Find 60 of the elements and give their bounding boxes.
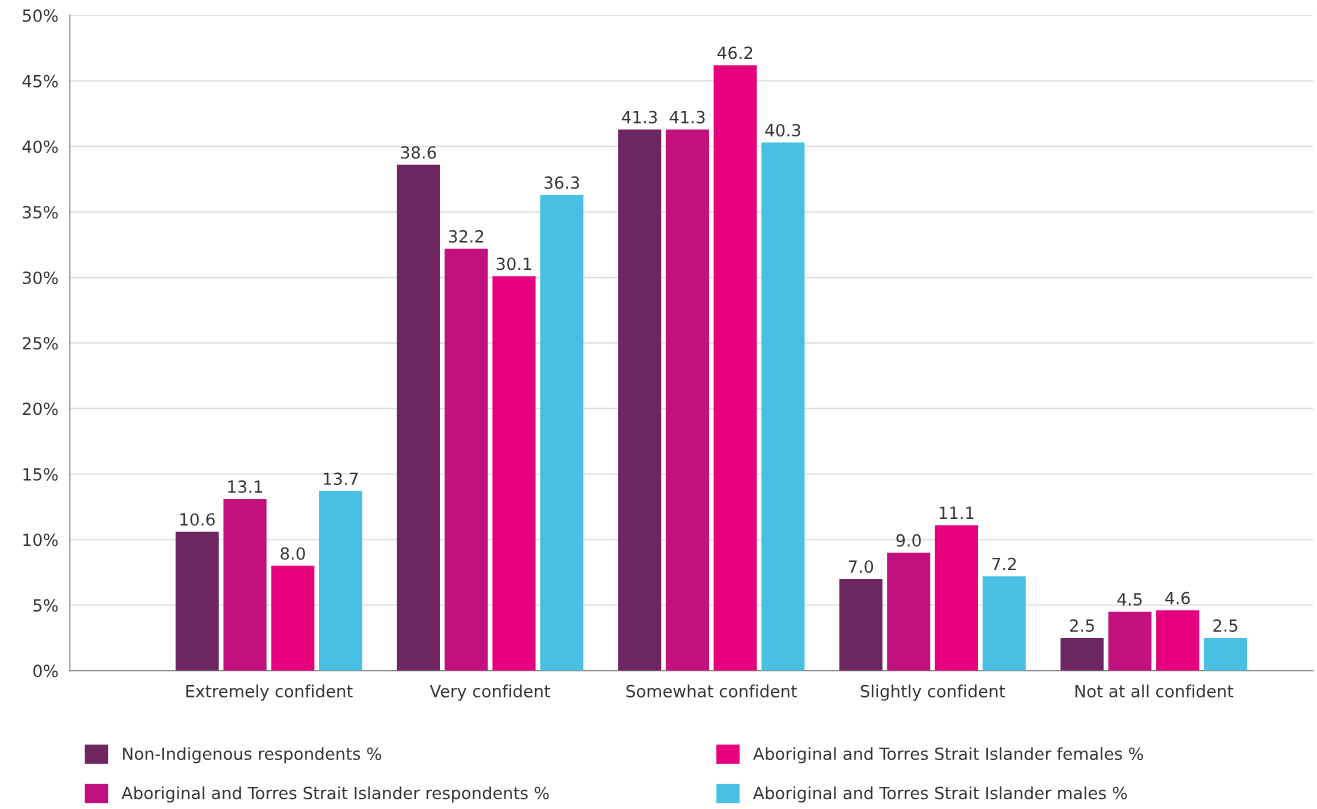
y-tick-label: 50% — [22, 9, 58, 22]
x-tick-label: Extremely confident — [186, 684, 353, 701]
data-label: 10.6 — [180, 513, 215, 526]
bar — [1203, 637, 1248, 671]
data-label: 7.2 — [992, 557, 1016, 571]
bar — [1156, 610, 1200, 671]
bar — [761, 142, 805, 671]
bar — [618, 129, 662, 671]
x-tick-label: Slightly confident — [860, 684, 1005, 701]
bar — [396, 164, 441, 671]
data-label: 7.0 — [848, 560, 874, 573]
x-tick-label: Very confident — [429, 684, 551, 701]
bar — [887, 552, 931, 671]
y-tick-label: 30% — [22, 271, 58, 285]
bar — [223, 498, 267, 671]
legend-label: Non-Indigenous respondents % — [123, 747, 382, 764]
data-label: 41.3 — [621, 110, 657, 124]
data-label: 32.2 — [448, 230, 484, 243]
legend-label: Aboriginal and Torres Strait Islander respondents % — [121, 786, 549, 803]
data-label: 13.1 — [228, 480, 263, 493]
bar — [444, 248, 488, 671]
y-tick-label: 10% — [23, 533, 58, 547]
y-tick-label: 20% — [22, 402, 58, 416]
data-label: 4.5 — [1117, 593, 1142, 606]
data-label: 41.3 — [669, 110, 705, 124]
bar — [175, 531, 219, 671]
bar — [665, 129, 710, 671]
bar — [492, 276, 536, 671]
data-label: 2.5 — [1070, 619, 1094, 632]
data-label: 9.0 — [896, 534, 921, 547]
x-tick-label: Somewhat confident — [626, 684, 797, 698]
data-label: 38.6 — [401, 146, 436, 159]
bar — [934, 525, 979, 671]
y-tick-label: 0% — [33, 664, 58, 678]
data-label: 8.0 — [280, 547, 305, 560]
x-tick-label: Not at all confident — [1075, 684, 1234, 698]
data-label: 30.1 — [496, 257, 532, 271]
data-label: 40.3 — [765, 123, 801, 137]
data-label: 46.2 — [717, 46, 753, 60]
bar — [839, 578, 883, 671]
y-tick-label: 5% — [33, 599, 58, 612]
data-label: 36.3 — [544, 176, 580, 189]
bar — [540, 194, 584, 671]
bar — [713, 65, 757, 671]
bar — [982, 576, 1026, 671]
y-tick-label: 35% — [22, 205, 58, 219]
y-tick-label: 25% — [22, 336, 58, 350]
bar — [1108, 611, 1152, 671]
data-label: 4.6 — [1165, 591, 1190, 605]
bar — [319, 491, 363, 671]
data-label: 13.7 — [323, 472, 358, 486]
bar — [271, 565, 315, 671]
legend-label: Aboriginal and Torres Strait Islander males % — [753, 786, 1127, 803]
y-tick-label: 40% — [22, 140, 58, 153]
bar — [1060, 637, 1104, 671]
data-label: 2.5 — [1213, 619, 1238, 632]
y-tick-label: 45% — [22, 74, 58, 88]
legend-label: Aboriginal and Torres Strait Islander females % — [753, 747, 1144, 764]
data-label: 11.1 — [939, 506, 974, 519]
y-tick-label: 15% — [23, 468, 58, 481]
